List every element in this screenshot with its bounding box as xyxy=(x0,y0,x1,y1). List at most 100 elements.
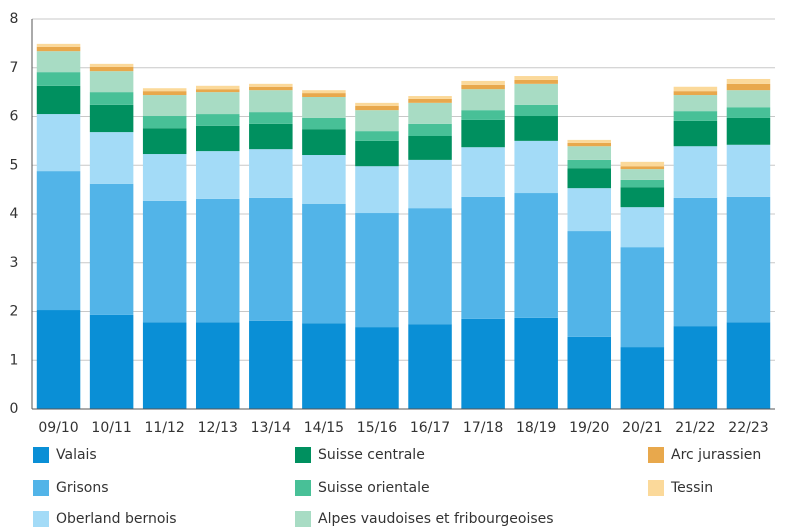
bar-segment xyxy=(89,314,134,409)
x-tick-label: 13/14 xyxy=(251,420,291,436)
bar-segment xyxy=(89,132,134,184)
bar-segment xyxy=(142,322,187,409)
bar-segment xyxy=(567,231,612,337)
bar-segment xyxy=(726,107,771,118)
bar-segment xyxy=(620,207,665,248)
bar-segment xyxy=(142,200,187,323)
bar-segment xyxy=(36,310,81,409)
bar-segment xyxy=(673,91,718,96)
x-tick-label: 15/16 xyxy=(357,420,397,436)
bar-segment xyxy=(302,97,346,118)
x-tick-label: 17/18 xyxy=(463,420,503,436)
bar-segment xyxy=(408,96,452,99)
bar-segment xyxy=(620,247,665,348)
bar-segment xyxy=(726,144,771,197)
bar-segment xyxy=(567,168,612,189)
bar-segment xyxy=(355,140,399,167)
bar-segment xyxy=(514,140,558,194)
bar-segment xyxy=(567,139,612,143)
bar-segment xyxy=(673,197,718,327)
y-tick-label: 4 xyxy=(10,206,19,222)
bar-segment xyxy=(302,93,346,97)
bar-segment xyxy=(567,188,612,232)
bar-segment xyxy=(673,326,718,409)
bar-segment xyxy=(355,105,399,111)
bar-segment xyxy=(355,102,399,106)
bar-segment xyxy=(461,80,505,85)
bar-segment xyxy=(514,76,558,80)
bar-segment xyxy=(302,203,346,324)
bar-segment xyxy=(89,92,134,105)
bar-segment xyxy=(89,71,134,93)
bar-segment xyxy=(461,196,505,319)
bar-segment xyxy=(620,161,665,167)
bar-segment xyxy=(302,155,346,204)
bar-segment xyxy=(408,208,452,325)
bar-segment xyxy=(302,323,346,409)
bar-segment xyxy=(408,123,452,136)
y-tick-label: 0 xyxy=(10,401,19,417)
x-tick-label: 21/22 xyxy=(675,420,715,436)
y-tick-label: 2 xyxy=(10,304,19,320)
x-tick-label: 11/12 xyxy=(144,420,184,436)
bar-segment xyxy=(249,320,293,409)
bar-segment xyxy=(514,79,558,84)
bar-segment xyxy=(726,117,771,145)
bar-segment xyxy=(461,84,505,90)
bar-segment xyxy=(89,183,134,315)
bar-segment xyxy=(195,151,240,199)
bar-segment xyxy=(408,98,452,103)
bar-segment xyxy=(302,90,346,94)
bar-segment xyxy=(567,142,612,147)
bar-segment xyxy=(36,171,81,311)
bar-segment xyxy=(673,120,718,147)
legend-swatch xyxy=(295,447,311,463)
y-tick-label: 5 xyxy=(10,157,19,173)
bar-segment xyxy=(461,110,505,120)
legend-swatch xyxy=(648,480,664,496)
x-tick-label: 22/23 xyxy=(728,420,768,436)
bar-segment xyxy=(249,112,293,124)
bar-segment xyxy=(567,146,612,160)
bar-segment xyxy=(195,198,240,323)
bar-segment xyxy=(36,43,81,47)
legend-swatch xyxy=(33,480,49,496)
bar-segment xyxy=(620,166,665,170)
bar-segment xyxy=(408,324,452,409)
bar-segment xyxy=(726,83,771,91)
bar-segment xyxy=(408,159,452,209)
legend-label: Suisse centrale xyxy=(318,447,425,463)
bar-segment xyxy=(673,146,718,198)
bar-segment xyxy=(302,129,346,156)
bar-segment xyxy=(142,116,187,129)
bar-segment xyxy=(36,46,81,52)
bar-segment xyxy=(514,193,558,318)
bar-segment xyxy=(195,125,240,152)
bar-segment xyxy=(195,92,240,115)
bar-segment xyxy=(726,322,771,409)
bar-segment xyxy=(36,85,81,115)
legend-label: Arc jurassien xyxy=(671,447,761,463)
legend-swatch xyxy=(33,511,49,527)
bar-segment xyxy=(89,66,134,72)
bar-segment xyxy=(142,154,187,201)
y-tick-label: 8 xyxy=(10,11,19,27)
bar-segment xyxy=(726,78,771,84)
bar-segment xyxy=(408,102,452,124)
bar-segment xyxy=(620,347,665,409)
legend-label: Oberland bernois xyxy=(56,511,177,527)
x-tick-label: 14/15 xyxy=(304,420,344,436)
bar-segment xyxy=(302,117,346,130)
x-tick-label: 18/19 xyxy=(516,420,556,436)
bar-segment xyxy=(249,86,293,91)
bar-segment xyxy=(142,95,187,117)
bar-segment xyxy=(514,116,558,141)
bar-segment xyxy=(355,110,399,132)
y-tick-label: 1 xyxy=(10,352,19,368)
bar-segment xyxy=(620,179,665,188)
bar-segment xyxy=(195,89,240,93)
bar-segment xyxy=(620,187,665,208)
bar-segment xyxy=(249,123,293,150)
bar-segment xyxy=(408,136,452,160)
